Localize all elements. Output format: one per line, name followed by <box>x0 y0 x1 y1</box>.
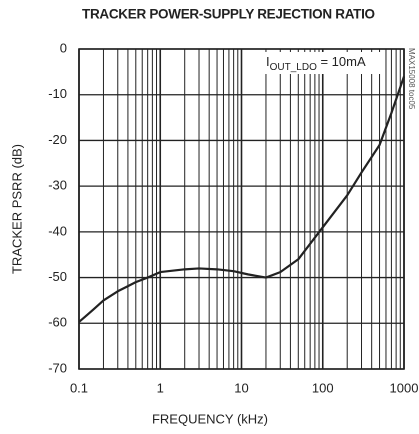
y-tick-label: -50 <box>48 269 67 284</box>
annotation-bg <box>262 52 382 74</box>
y-tick-label: 0 <box>60 40 67 55</box>
chart-title: TRACKER POWER-SUPPLY REJECTION RATIO <box>82 7 375 22</box>
annotation-rest: = 10mA <box>317 54 366 69</box>
x-axis-label: FREQUENCY (kHz) <box>152 411 268 426</box>
x-tick-label: 1000 <box>390 380 419 395</box>
annotation: IOUT_LDO = 10mA <box>266 54 366 72</box>
y-axis-label: TRACKER PSRR (dB) <box>9 144 24 274</box>
y-tick-label: -30 <box>48 178 67 193</box>
y-tick-label: -40 <box>48 223 67 238</box>
annotation-sub: OUT_LDO <box>270 62 317 73</box>
y-tick-label: -60 <box>48 315 67 330</box>
data-line <box>78 76 406 323</box>
x-tick-label: 0.1 <box>70 380 88 395</box>
x-tick-label: 100 <box>312 380 334 395</box>
plot-border <box>78 48 405 370</box>
x-tick-label: 10 <box>234 380 248 395</box>
y-tick-label: -10 <box>48 86 67 101</box>
x-tick-label: 1 <box>157 380 164 395</box>
side-note: MAX15008 toc05 <box>407 48 416 110</box>
annotation-main: I <box>266 54 270 69</box>
y-tick-label: -70 <box>48 360 67 375</box>
y-tick-label: -20 <box>48 132 67 147</box>
